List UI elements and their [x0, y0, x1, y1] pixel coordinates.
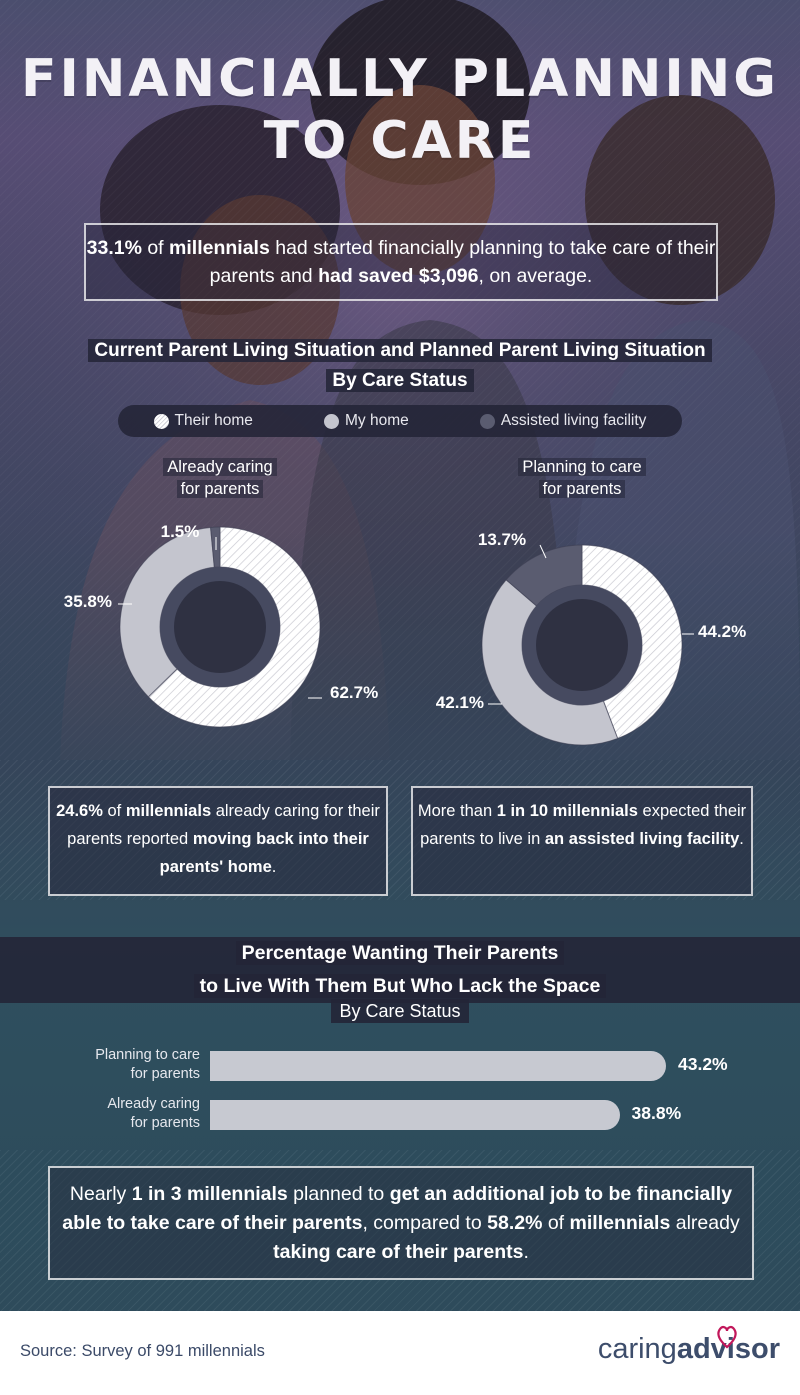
- leader-line: [539, 544, 547, 559]
- callout-right: More than 1 in 10 millennials expected t…: [411, 786, 753, 896]
- bar-chart-title: Percentage Wanting Their Parents to Live…: [0, 937, 800, 1003]
- section-title: Current Parent Living Situation and Plan…: [0, 336, 800, 396]
- legend-label: My home: [345, 412, 409, 429]
- hatched-dot-icon: [153, 413, 169, 429]
- dot-icon: [324, 413, 340, 429]
- source-note: Source: Survey of 991 millennials: [20, 1342, 265, 1360]
- bar-category-line: for parents: [130, 1115, 200, 1131]
- lead-callout: 33.1% of millennials had started financi…: [84, 223, 718, 301]
- page-title: FINANCIALLY PLANNING TO CARE: [0, 48, 800, 172]
- footer: Source: Survey of 991 millennials caring…: [0, 1311, 800, 1395]
- bar-category-label: Planning to care for parents: [0, 1046, 200, 1084]
- legend-item-assisted-living: Assisted living facility: [479, 412, 647, 430]
- donut-data-label: 42.1%: [436, 693, 484, 712]
- legend-item-their-home: Their home: [153, 412, 253, 430]
- lead-bold: millennials: [169, 237, 270, 259]
- legend-label: Assisted living facility: [500, 412, 647, 429]
- donut-hole: [174, 581, 266, 673]
- lead-text: had started financially planning to take…: [209, 237, 716, 287]
- donut-data-label: 1.5%: [161, 522, 200, 541]
- lead-text: , on average.: [478, 265, 593, 287]
- bar-category-line: Already caring: [107, 1096, 200, 1112]
- donut-data-label: 62.7%: [330, 683, 378, 702]
- chart-legend: Their home My home Assisted living facil…: [118, 405, 682, 437]
- bar-value-label: 43.2%: [678, 1054, 728, 1074]
- section-title-line2: By Care Status: [326, 369, 474, 392]
- page-title-line2: TO CARE: [263, 111, 537, 171]
- lead-bold: had saved $3,096: [318, 265, 479, 287]
- donut-hole: [536, 599, 628, 691]
- bar: [210, 1100, 620, 1130]
- bar-value-label: 38.8%: [631, 1103, 682, 1123]
- callout-left: 24.6% of millennials already caring for …: [48, 786, 388, 896]
- hero-photo-backdrop: [0, 0, 800, 760]
- dot-icon: [479, 413, 495, 429]
- legend-item-my-home: My home: [324, 412, 409, 430]
- bar-chart-subtitle: By Care Status: [0, 999, 800, 1023]
- heart-logo-icon: [717, 1325, 737, 1349]
- lead-text: of: [141, 237, 170, 259]
- donut-data-label: 35.8%: [64, 592, 112, 611]
- brand-logo[interactable]: caringadvisor: [597, 1325, 780, 1366]
- brand-advisor: advisor: [676, 1333, 780, 1365]
- donut-charts: 62.7% 35.8% 1.5% 44.2% 42.1% 13.7%: [64, 522, 746, 746]
- bottom-callout: Nearly 1 in 3 millennials planned to get…: [48, 1166, 754, 1280]
- legend-label: Their home: [174, 412, 253, 429]
- slice-their-home: [581, 544, 683, 740]
- donut-title-already: Already caring for parents: [120, 456, 320, 500]
- brand-caring: caring: [597, 1333, 677, 1365]
- section-title-line1: Current Parent Living Situation and Plan…: [88, 339, 712, 362]
- lead-stat: 33.1%: [86, 237, 142, 259]
- page-title-line1: FINANCIALLY PLANNING: [21, 49, 779, 109]
- donut-title-planning: Planning to care for parents: [482, 456, 682, 500]
- bar-category-line: Planning to care: [95, 1047, 200, 1063]
- donut-data-label: 13.7%: [478, 530, 526, 549]
- donut-data-label: 44.2%: [698, 622, 746, 641]
- bar-category-line: for parents: [130, 1066, 200, 1082]
- bar-category-label: Already caring for parents: [0, 1095, 200, 1133]
- bar: [210, 1051, 666, 1081]
